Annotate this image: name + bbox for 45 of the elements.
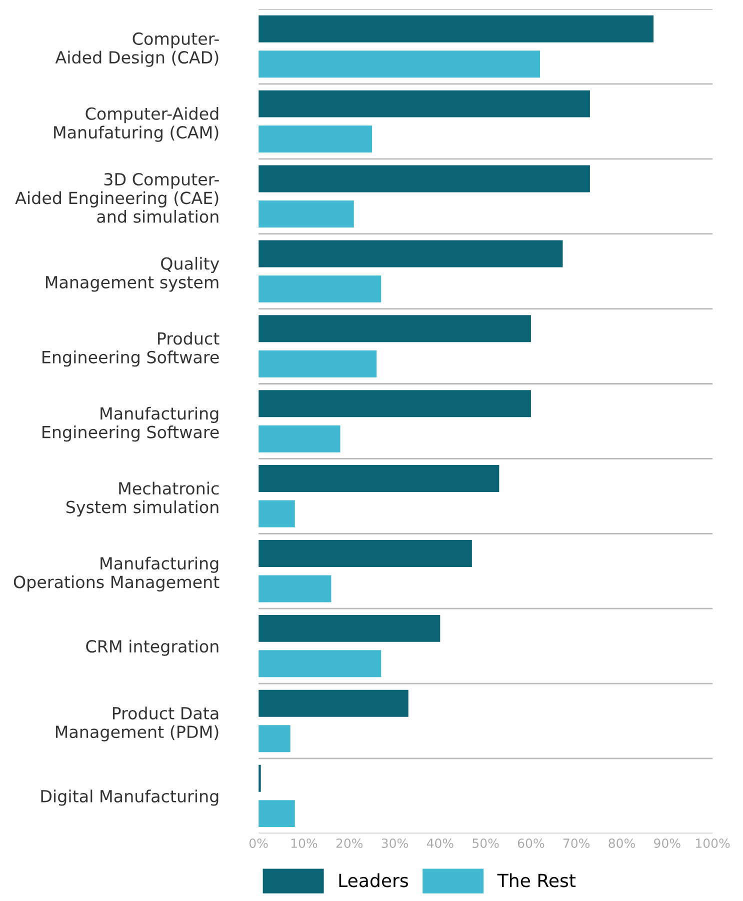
- y-tick-label: Mechatronic System simulation: [66, 482, 219, 517]
- y-tick-label: Manufacturing Engineering Software: [42, 406, 219, 442]
- x-tick-label: 30%: [382, 838, 408, 848]
- bar: [258, 725, 290, 752]
- y-tick-label: CRM integration: [86, 640, 218, 656]
- y-tick-label: Computer- Aided Design (CAD): [55, 32, 219, 67]
- x-tick-label: 0%: [249, 838, 268, 848]
- x-tick-label: 100%: [696, 838, 730, 848]
- y-tick-label: Digital Manufacturing: [41, 790, 218, 806]
- bar: [258, 200, 354, 228]
- y-tick-label: 3D Computer- Aided Engineering (CAE) and simulation: [15, 172, 219, 223]
- bar: [258, 15, 654, 42]
- legend-label: Leaders: [339, 873, 408, 888]
- bar: [258, 350, 377, 378]
- bar: [258, 800, 295, 828]
- y-tick-label: Product Data Management (PDM): [56, 706, 218, 742]
- bar: [258, 500, 295, 528]
- x-tick-label: 50%: [472, 838, 499, 848]
- bar: [258, 650, 382, 678]
- legend-label: The Rest: [497, 873, 576, 888]
- bar: [258, 50, 540, 78]
- bar: [258, 90, 590, 118]
- bar: [258, 540, 472, 567]
- bar: [258, 465, 500, 492]
- y-tick-label: Quality Management system: [46, 256, 220, 292]
- bar: [258, 614, 440, 642]
- x-tick-label: 20%: [336, 838, 363, 848]
- bar: [258, 575, 332, 602]
- x-tick-label: 70%: [563, 838, 590, 848]
- bar: [258, 425, 340, 452]
- y-tick-label: Computer-Aided Manufaturing (CAM): [54, 107, 218, 142]
- x-tick-label: 40%: [426, 838, 454, 848]
- bar: [258, 390, 531, 418]
- bar: [258, 126, 372, 153]
- bar: [258, 165, 590, 192]
- x-tick-label: 80%: [608, 838, 635, 848]
- x-tick-label: 90%: [654, 838, 680, 848]
- x-tick-label: 60%: [518, 838, 544, 848]
- y-tick-label: Manufacturing Operations Management: [14, 556, 220, 592]
- bar: [258, 690, 408, 717]
- bar: [258, 240, 563, 268]
- x-tick-label: 10%: [291, 838, 318, 848]
- bar: [258, 315, 531, 342]
- bar: [258, 275, 382, 302]
- y-tick-label: Product Engineering Software: [42, 332, 220, 367]
